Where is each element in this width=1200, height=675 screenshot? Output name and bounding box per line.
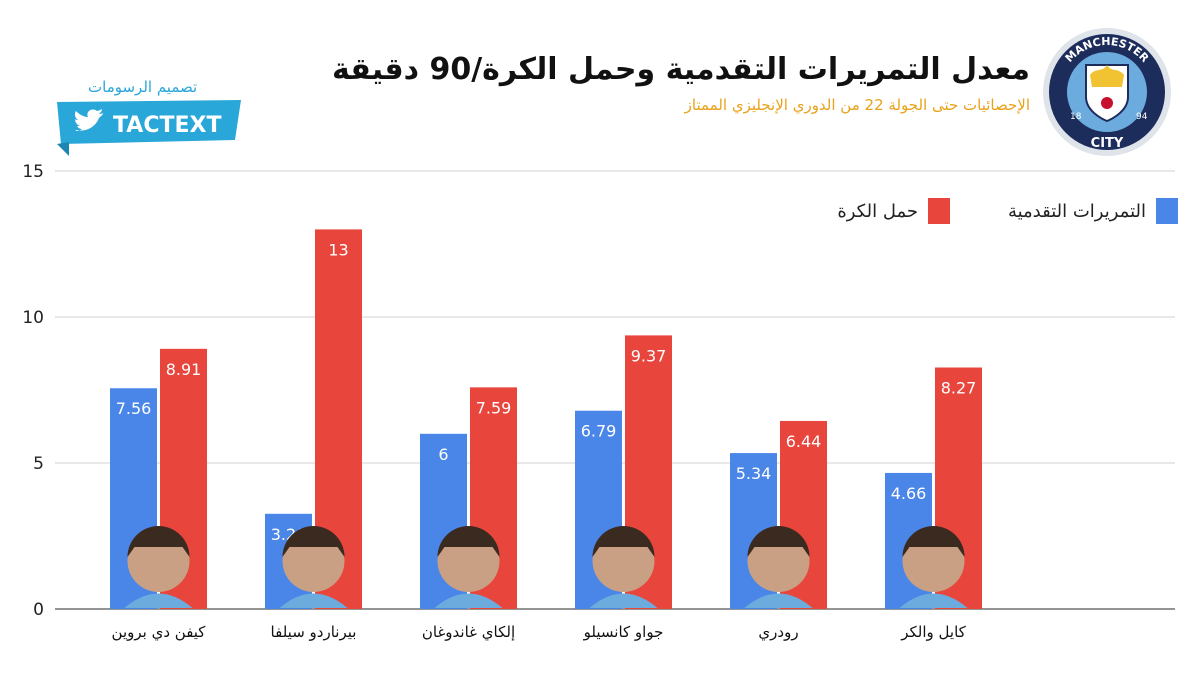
legend-item-carries: حمل الكرة [837,198,950,224]
category-label: كيفن دي بروين [112,623,207,642]
data-label: 6.44 [786,432,822,451]
legend-label-progressive-passes: التمريرات التقدمية [1007,200,1146,222]
y-tick-label: 10 [22,308,44,328]
brand-text: TACTEXT [113,113,221,138]
chart-subtitle: الإحصائيات حتى الجولة 22 من الدوري الإنج… [684,96,1030,114]
category-label: بيرناردو سيلفا [271,623,357,641]
y-tick-label: 5 [33,454,44,474]
category-label: كايل والكر [900,623,966,641]
legend-label-carries: حمل الكرة [837,200,918,222]
ship-icon [1090,65,1124,87]
legend-swatch-blue [1156,198,1178,224]
data-label: 9.37 [631,346,667,365]
category-label: إلكاي غاندوغان [422,623,515,642]
crest-year-right: 94 [1136,112,1148,122]
category-label: رودري [758,623,798,642]
data-label: 7.56 [116,399,152,418]
rose-icon [1101,97,1113,109]
player-photo [899,526,968,608]
design-credit: تصميم الرسومات [88,78,198,96]
data-label: 8.27 [941,379,977,398]
y-tick-label: 0 [33,600,44,620]
data-label: 5.34 [736,464,772,483]
data-label: 6 [438,445,448,464]
data-label: 4.66 [891,484,927,503]
twitter-bird-icon [74,109,103,131]
legend-swatch-red [928,198,950,224]
data-label: 7.59 [476,398,512,417]
crest-bottom-text: CITY [1091,136,1124,151]
data-label: 6.79 [581,422,617,441]
crest-year-left: 18 [1070,112,1082,122]
legend-item-progressive-passes: التمريرات التقدمية [1008,198,1178,224]
category-label: جواو كانسيلو [583,623,664,641]
chart-title: معدل التمريرات التقدمية وحمل الكرة/90 دق… [331,52,1030,87]
manchester-city-crest: MANCHESTER CITY 18 94 [1043,28,1171,156]
player-photo [434,526,503,608]
data-label: 8.91 [166,360,202,379]
player-photo [589,526,658,608]
player-photo [124,526,193,608]
player-photo [279,526,348,608]
player-photo [744,526,813,608]
tactext-badge: TACTEXT [57,100,241,156]
y-tick-label: 15 [22,162,44,182]
data-label: 13 [328,240,348,259]
